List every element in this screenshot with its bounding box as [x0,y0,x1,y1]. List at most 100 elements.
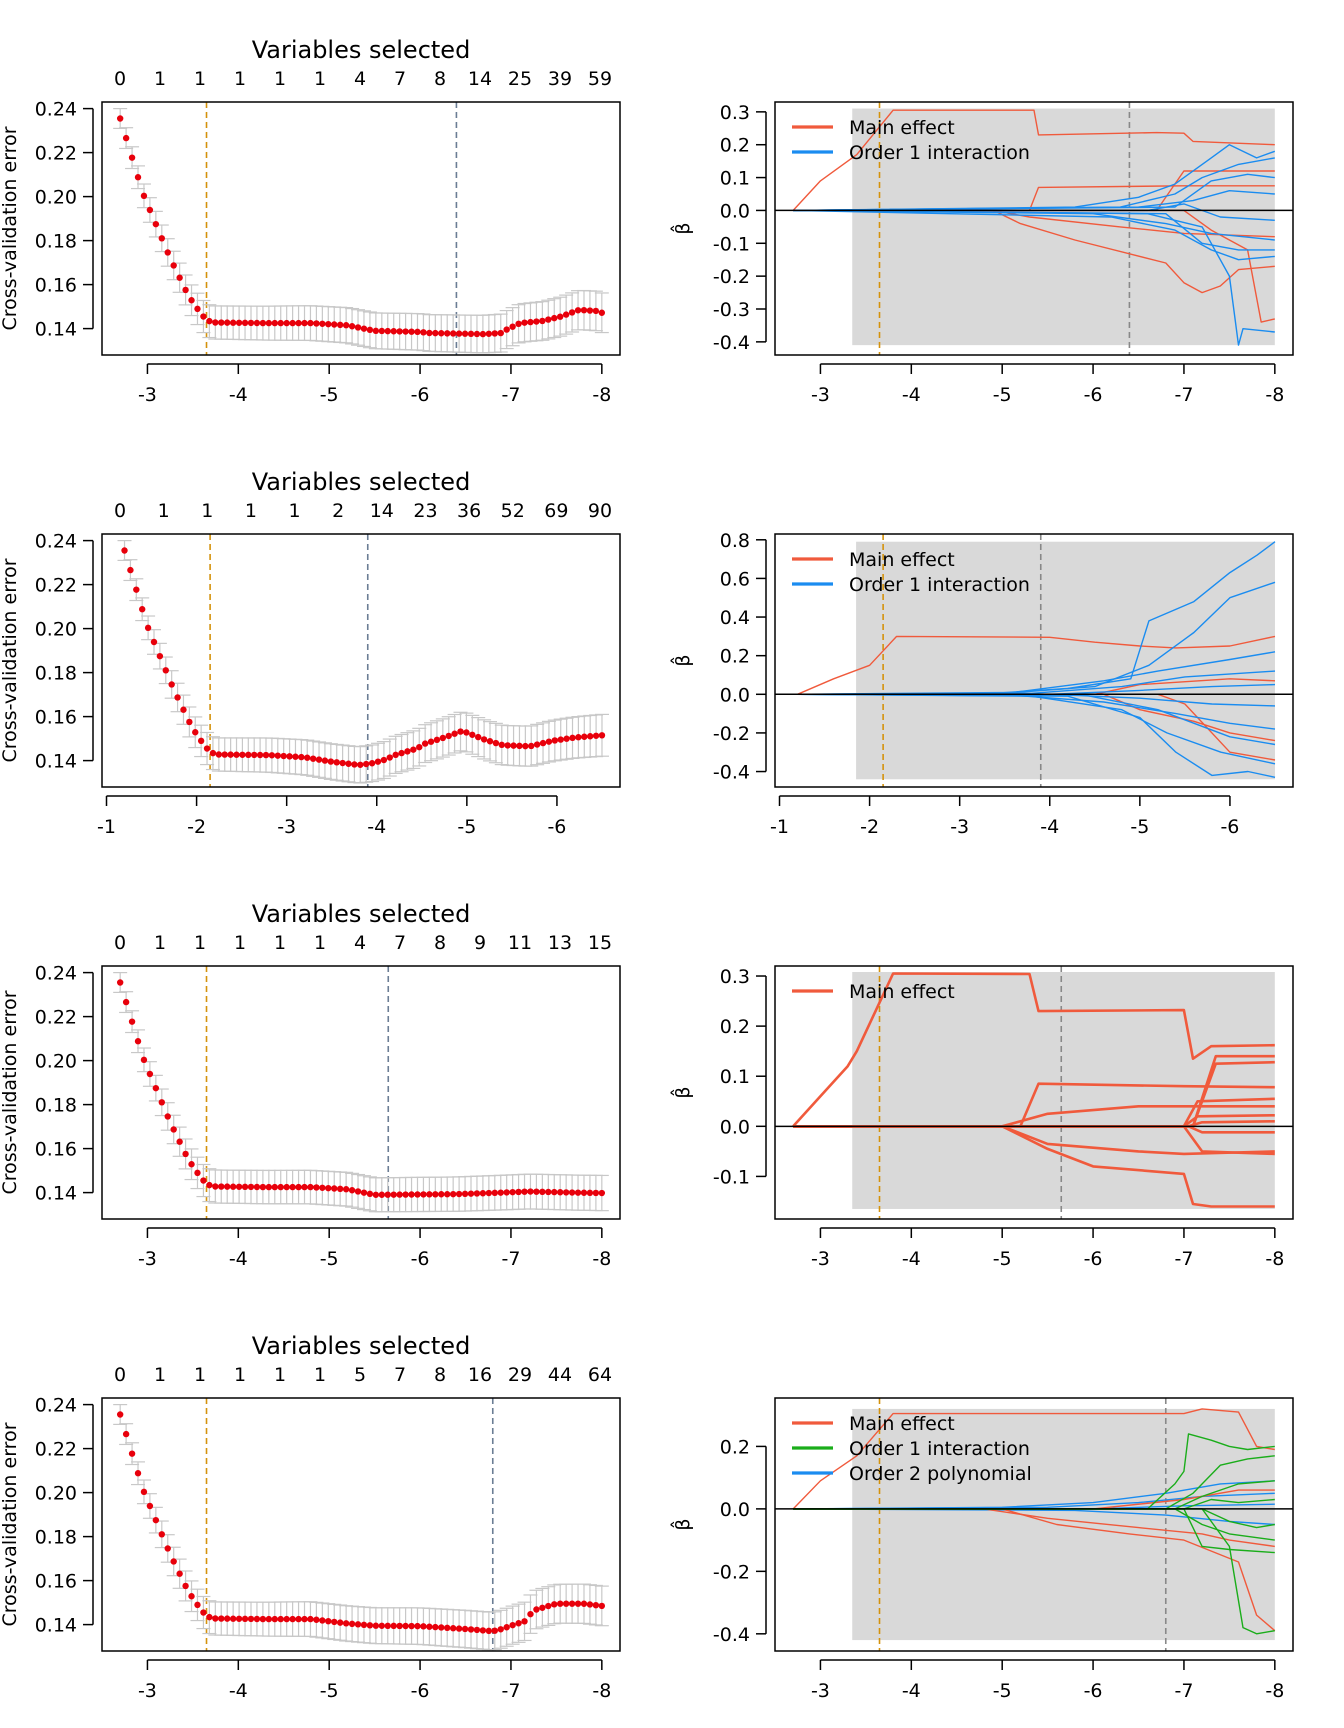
y-tick-label: -0.3 [713,299,750,321]
cv-point [562,1189,570,1196]
cv-point [551,314,558,322]
cv-point [307,1183,314,1191]
y-tick-label: 0.20 [35,187,77,209]
cv-point [164,1545,171,1552]
plot-frame [774,1397,1294,1652]
top-tick-label: 1 [274,1364,286,1386]
y-axis: 0.14 0.16 0.18 0.20 0.22 0.24 [35,1395,94,1637]
cv-point [598,1602,606,1610]
cv-point [444,1191,451,1198]
cv-point [325,1617,332,1625]
x-tick-label: -4 [902,384,921,406]
error-bars [113,1403,609,1651]
y-tick-label: -0.4 [713,1624,750,1646]
top-tick-label: 36 [457,500,481,522]
y-tick-label: 0.16 [35,707,77,729]
cv-point [271,1183,278,1191]
cv-point [533,741,541,748]
top-tick-label: 23 [413,500,437,522]
cv-point [170,1126,177,1133]
cv-point [562,311,570,318]
x-tick-label: -3 [277,816,296,838]
cv-point [182,1582,189,1590]
cv-point [313,320,320,327]
cv-point [233,751,240,758]
legend-label: Main effect [849,549,955,571]
cv-point [473,1626,481,1634]
cv-point [241,1183,249,1191]
cv-point [563,735,570,742]
top-tick-label: 29 [508,1364,532,1386]
cv-point [551,1188,558,1196]
cv-point [384,1622,391,1630]
cv-point [551,737,559,744]
cv-point [224,319,231,326]
x-tick-label: -7 [501,1248,520,1270]
top-tick-label: 1 [314,932,326,954]
cv-point [539,739,547,747]
top-tick-label: 52 [501,500,525,522]
cv-point [241,1615,249,1623]
cv-point [116,979,124,986]
cv-point [265,1615,273,1623]
chart-panel-4: Main effect Order 1 interaction -1 -2 -3 -4 -5… [670,530,1294,838]
y-axis-label: Cross-validation error [0,990,21,1194]
top-axis-title: Variables selected [252,900,471,928]
cv-point [301,1183,308,1191]
cv-point [372,1622,380,1629]
cv-point [580,1600,588,1607]
cv-point [479,330,487,338]
cv-point [366,326,374,334]
cv-point [580,1189,588,1196]
top-tick-label: 1 [234,1364,246,1386]
cv-point [331,1185,338,1192]
cv-point [521,319,528,326]
cv-point [164,249,171,256]
cv-point [461,1190,469,1198]
cv-point [259,1615,267,1623]
top-tick-label: 8 [434,68,446,90]
cv-point [368,760,376,767]
cv-point [592,732,600,739]
cv-points [116,979,606,1198]
cv-point [515,320,522,328]
cv-point [574,307,582,314]
cv-point [164,1113,171,1120]
x-tick-label: -5 [993,1680,1012,1702]
cv-point [426,329,433,337]
top-tick-label: 1 [314,68,326,90]
x-tick-label: -6 [1084,1680,1103,1702]
cv-point [309,755,317,762]
cv-point [271,319,278,327]
y-tick-label: 0.3 [720,102,750,124]
y-tick-label: 0.8 [720,530,750,552]
y-axis-label: β̂ [670,654,694,666]
plot-frame [774,533,1294,788]
cv-point [386,754,393,761]
cv-point [283,1615,290,1623]
cv-point [380,756,388,764]
y-tick-label: -0.2 [713,723,750,745]
top-tick-label: 0 [114,68,126,90]
cv-point [121,547,128,554]
plot-area [775,534,1293,787]
cv-point [372,327,380,335]
cv-point [438,1191,445,1198]
cv-point [497,1626,504,1633]
x-tick-label: -6 [1220,816,1239,838]
top-tick-label: 1 [194,932,206,954]
cv-point [229,1615,237,1622]
plot-area [775,1398,1293,1651]
y-tick-label: 0.22 [35,575,77,597]
y-tick-label: 0.18 [35,1095,77,1117]
cv-point [259,1183,267,1191]
x-tick-label: -7 [1174,1248,1193,1270]
x-tick-label: -5 [320,1680,339,1702]
y-tick-label: 0.0 [720,684,750,706]
cv-point [301,1615,308,1623]
y-tick-label: 0.16 [35,1139,77,1161]
cv-point [568,1189,576,1196]
cv-point [239,751,246,758]
coef-path [793,209,1275,251]
cv-point [402,1191,409,1198]
